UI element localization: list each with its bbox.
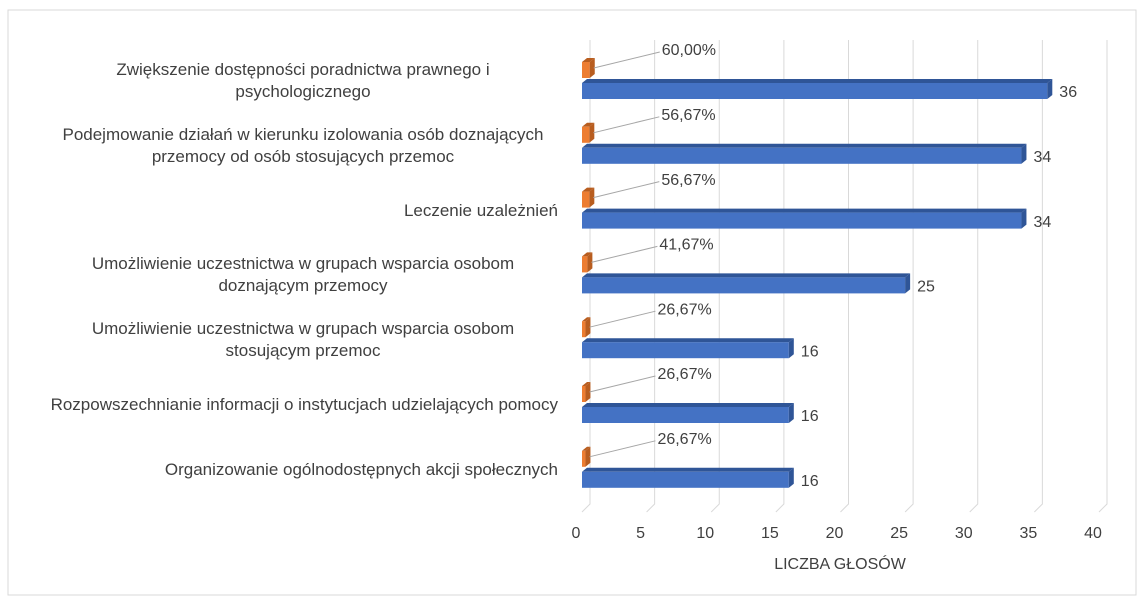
bar-top xyxy=(582,252,593,257)
data-label: 25 xyxy=(917,279,935,296)
bar-top xyxy=(582,382,591,386)
x-tick-label: 20 xyxy=(826,525,844,542)
category-label-box: Podejmowanie działań w kierunku izolowan… xyxy=(40,121,558,171)
category-label-box: Leczenie uzależnień xyxy=(40,186,558,236)
bar xyxy=(582,147,1022,164)
category-label-box: Zwiększenie dostępności poradnictwa praw… xyxy=(40,56,558,106)
bar-side xyxy=(585,317,591,338)
data-label: 41,67% xyxy=(659,237,713,254)
bar xyxy=(582,471,789,488)
grid-line xyxy=(710,40,720,513)
data-label: 16 xyxy=(801,343,819,360)
category-label-box: Organizowanie ogólnodostępnych akcji spo… xyxy=(40,445,558,495)
data-label: 16 xyxy=(801,408,819,425)
bar xyxy=(582,256,588,273)
bar-side xyxy=(587,252,593,273)
grid-line xyxy=(775,40,785,513)
bar-side xyxy=(1047,79,1053,99)
x-tick-label: 10 xyxy=(696,525,714,542)
x-tick-label: 15 xyxy=(761,525,779,542)
leader-line xyxy=(589,440,656,458)
data-label: 34 xyxy=(1033,149,1051,166)
bar xyxy=(582,191,590,208)
bar-side xyxy=(788,467,794,488)
category-label: Umożliwienie uczestnictwa w grupach wspa… xyxy=(91,254,515,296)
bar xyxy=(582,277,906,294)
leader-line xyxy=(589,375,656,393)
category-label-box: Umożliwienie uczestnictwa w grupach wspa… xyxy=(40,250,558,300)
bar xyxy=(582,450,586,467)
data-label: 26,67% xyxy=(657,366,711,383)
bar-top xyxy=(582,208,1027,213)
data-label: 16 xyxy=(801,473,819,490)
bar xyxy=(582,321,586,338)
bar-side xyxy=(589,187,595,208)
grid-line xyxy=(1098,40,1108,513)
bar-top xyxy=(582,403,794,407)
bar-top xyxy=(582,317,591,322)
data-label: 60,00% xyxy=(662,42,716,59)
bar-top xyxy=(582,446,591,451)
category-label: Leczenie uzależnień xyxy=(403,200,558,220)
bar xyxy=(582,386,586,402)
bar xyxy=(582,83,1048,99)
grid-line xyxy=(646,40,656,513)
bar-side xyxy=(1021,208,1027,229)
bar-side xyxy=(788,338,794,359)
bar-side xyxy=(585,446,591,467)
x-tick-label: 30 xyxy=(955,525,973,542)
leader-line xyxy=(591,245,658,263)
grid-line xyxy=(904,40,914,513)
category-label: Organizowanie ogólnodostępnych akcji spo… xyxy=(164,459,558,479)
leader-line xyxy=(593,116,660,134)
bar xyxy=(582,212,1022,229)
bar-top xyxy=(582,79,1053,83)
category-label: Rozpowszechnianie informacji o instytucj… xyxy=(50,395,558,414)
x-tick-label: 35 xyxy=(1019,525,1037,542)
leader-line xyxy=(589,310,656,328)
grid-line xyxy=(1034,40,1043,513)
category-label-box: Rozpowszechnianie informacji o instytucj… xyxy=(40,380,558,430)
bar xyxy=(582,62,590,78)
bar-top xyxy=(582,58,595,62)
category-label: Zwiększenie dostępności poradnictwa praw… xyxy=(116,60,490,101)
bar-top xyxy=(582,143,1027,148)
x-tick-label: 5 xyxy=(636,525,645,542)
bar-side xyxy=(589,122,595,143)
data-label: 34 xyxy=(1033,214,1051,231)
bar-side xyxy=(905,273,911,294)
x-tick-label: 40 xyxy=(1084,525,1102,542)
data-label: 26,67% xyxy=(657,431,711,448)
data-label: 36 xyxy=(1059,84,1077,101)
leader-line xyxy=(593,181,660,199)
bar-top xyxy=(582,467,794,472)
bar xyxy=(582,126,590,143)
bar-side xyxy=(788,403,794,423)
x-tick-label: 0 xyxy=(572,525,581,542)
data-label: 26,67% xyxy=(657,301,711,318)
bar-top xyxy=(582,338,794,343)
data-label: 56,67% xyxy=(661,172,715,189)
category-label: Podejmowanie działań w kierunku izolowan… xyxy=(62,124,544,166)
bar-side xyxy=(1021,143,1027,164)
category-label-box: Umożliwienie uczestnictwa w grupach wspa… xyxy=(40,315,558,365)
x-tick-label: 25 xyxy=(890,525,908,542)
bar-side xyxy=(585,382,591,402)
grid-line xyxy=(840,40,849,513)
bar xyxy=(582,342,789,359)
grid-line xyxy=(969,40,979,513)
data-label: 56,67% xyxy=(661,107,715,124)
x-axis-label: LICZBA GŁOSÓW xyxy=(774,554,906,573)
bar-top xyxy=(582,122,595,127)
bar-top xyxy=(582,273,911,278)
bar-top xyxy=(582,187,595,192)
category-label: Umożliwienie uczestnictwa w grupach wspa… xyxy=(91,319,515,361)
leader-line xyxy=(593,51,660,69)
bar xyxy=(582,407,789,423)
frame xyxy=(7,9,1137,596)
bar-side xyxy=(589,58,595,78)
